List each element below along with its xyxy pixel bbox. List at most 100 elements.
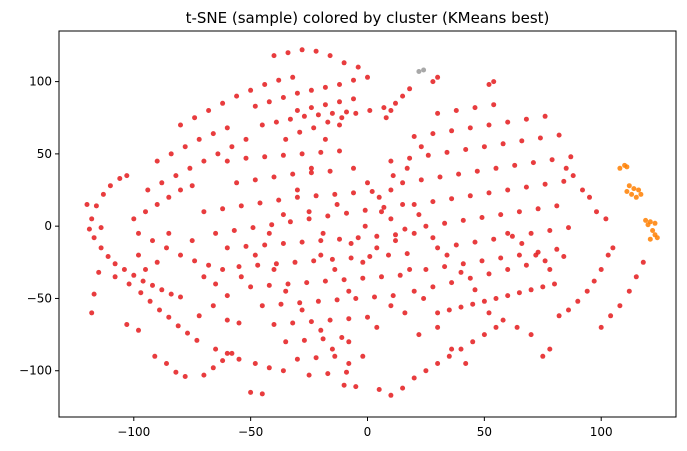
data-point: [552, 281, 557, 287]
data-point: [442, 264, 448, 270]
data-point: [491, 102, 497, 108]
data-point: [224, 317, 230, 323]
data-point: [397, 272, 403, 278]
data-point: [346, 361, 352, 366]
data-point: [542, 113, 548, 119]
x-tick-label: 0: [364, 425, 372, 439]
data-point: [178, 252, 183, 258]
data-point: [390, 173, 396, 179]
data-point: [154, 259, 160, 265]
data-point: [654, 235, 660, 241]
data-point: [168, 291, 174, 297]
data-point: [325, 371, 331, 377]
data-point: [365, 314, 370, 320]
data-point: [624, 189, 630, 194]
data-point: [540, 284, 546, 290]
data-point: [402, 226, 408, 232]
data-point: [259, 391, 265, 397]
data-point: [570, 173, 576, 179]
data-point: [337, 82, 342, 87]
data-point: [166, 230, 172, 236]
data-point: [138, 290, 144, 296]
data-point: [346, 316, 352, 322]
data-point: [313, 48, 319, 54]
data-point: [376, 387, 382, 392]
data-point: [626, 288, 632, 294]
data-point: [505, 267, 511, 272]
data-point: [617, 303, 623, 309]
data-point: [594, 209, 599, 215]
data-point: [458, 269, 464, 275]
data-point: [374, 324, 380, 330]
data-point: [351, 96, 356, 102]
data-point: [206, 108, 212, 113]
data-point: [189, 238, 195, 244]
plot-frame: [58, 30, 677, 418]
data-point: [456, 171, 462, 177]
y-tick-label: 50: [37, 147, 52, 161]
data-point: [598, 324, 604, 330]
data-point: [271, 53, 277, 59]
data-point: [505, 293, 511, 299]
data-point: [561, 254, 567, 259]
data-point: [519, 138, 525, 144]
data-point: [523, 116, 529, 122]
data-point: [255, 262, 261, 268]
data-point: [159, 180, 165, 186]
data-point: [252, 177, 258, 183]
data-point: [486, 310, 492, 316]
data-point: [337, 148, 342, 154]
data-point: [234, 180, 240, 186]
data-point: [591, 278, 597, 284]
data-point: [220, 267, 226, 272]
data-point: [376, 194, 382, 200]
data-point: [626, 183, 632, 189]
data-point: [388, 108, 394, 113]
data-point: [150, 282, 155, 288]
data-point: [285, 281, 291, 287]
x-tick-label: −50: [238, 425, 263, 439]
data-point: [318, 327, 324, 333]
data-point: [280, 152, 286, 158]
data-point: [236, 264, 242, 270]
data-point: [273, 261, 279, 267]
data-point: [154, 202, 160, 207]
data-point: [273, 119, 279, 125]
data-point: [458, 304, 464, 310]
data-point: [339, 115, 345, 121]
data-point: [224, 293, 230, 299]
data-point: [650, 228, 656, 233]
data-point: [633, 274, 639, 280]
data-point: [430, 284, 436, 290]
data-point: [294, 194, 300, 200]
data-point: [327, 53, 333, 59]
data-point: [353, 296, 359, 301]
data-point: [271, 267, 277, 272]
data-point: [479, 258, 485, 264]
data-point: [407, 86, 413, 92]
data-point: [493, 165, 499, 171]
y-tick-label: −100: [19, 364, 52, 378]
data-point: [185, 330, 190, 336]
data-point: [332, 353, 338, 359]
data-point: [423, 223, 429, 229]
data-point: [500, 317, 506, 323]
data-point: [315, 112, 321, 118]
data-point: [313, 355, 319, 361]
y-tick-label: 100: [29, 75, 52, 89]
data-point: [220, 100, 226, 106]
data-point: [367, 108, 373, 113]
data-point: [498, 255, 504, 261]
data-point: [360, 259, 366, 265]
data-point: [379, 209, 384, 215]
data-point: [196, 313, 202, 319]
data-point: [404, 165, 410, 171]
data-point: [400, 385, 406, 391]
data-point: [285, 50, 291, 56]
data-point: [278, 301, 284, 307]
data-point: [388, 303, 394, 309]
data-point: [365, 180, 370, 186]
data-point: [89, 310, 95, 316]
data-point: [505, 187, 511, 193]
data-point: [400, 202, 406, 207]
